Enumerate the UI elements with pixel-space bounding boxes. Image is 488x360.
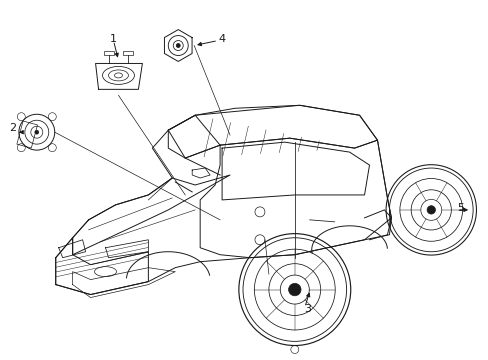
Bar (123, 50, 133, 55)
Circle shape (426, 206, 435, 214)
Text: 5: 5 (457, 203, 464, 213)
Circle shape (176, 44, 180, 48)
Text: 1: 1 (110, 33, 117, 44)
Text: 2: 2 (9, 123, 17, 133)
Text: 4: 4 (218, 33, 225, 44)
Circle shape (288, 283, 301, 296)
Text: 3: 3 (304, 305, 311, 315)
Bar (103, 50, 113, 55)
Bar (17, 121, 38, 148)
Circle shape (35, 130, 39, 134)
